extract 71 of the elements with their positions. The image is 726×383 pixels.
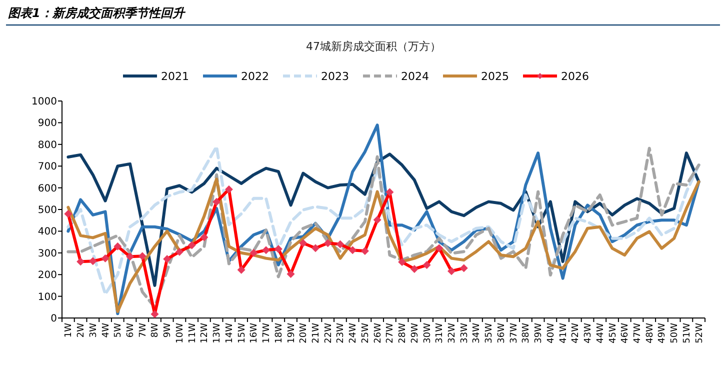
x-tick-label: 22W xyxy=(324,322,334,344)
x-tick-label: 6W xyxy=(126,322,136,338)
x-tick-label: 14W xyxy=(224,322,235,344)
x-tick-label: 16W xyxy=(250,322,260,344)
x-tick-label: 36W xyxy=(496,322,507,344)
x-tick-label: 1W xyxy=(64,322,74,338)
legend-label: 2021 xyxy=(161,70,189,83)
y-tick-label: 800 xyxy=(38,140,57,151)
x-tick-label: 46W xyxy=(620,322,631,344)
x-tick-label: 20W xyxy=(299,322,310,344)
y-tick-label: 0 xyxy=(50,314,57,324)
y-tick-label: 400 xyxy=(38,226,57,238)
x-tick-label: 48W xyxy=(645,322,656,344)
x-tick-label: 9W xyxy=(163,322,174,338)
x-tick-label: 5W xyxy=(114,322,124,338)
x-tick-label: 45W xyxy=(608,322,618,344)
x-tick-label: 25W xyxy=(360,322,371,344)
legend-label: 2022 xyxy=(241,70,269,83)
legend-label: 2026 xyxy=(561,70,589,83)
x-tick-label: 24W xyxy=(348,322,359,344)
x-tick-label: 11W xyxy=(188,322,198,344)
x-tick-label: 4W xyxy=(101,322,112,338)
x-tick-label: 31W xyxy=(435,322,446,344)
x-tick-label: 29W xyxy=(410,322,420,344)
x-tick-label: 23W xyxy=(336,322,346,344)
y-tick-label: 100 xyxy=(38,292,57,303)
x-tick-label: 35W xyxy=(484,322,495,344)
x-tick-label: 39W xyxy=(534,322,544,344)
x-tick-label: 26W xyxy=(373,322,384,344)
y-tick-label: 1000 xyxy=(32,96,57,108)
x-tick-label: 32W xyxy=(448,322,458,344)
x-tick-label: 3W xyxy=(88,322,99,338)
y-tick-label: 200 xyxy=(38,270,57,282)
x-tick-label: 10W xyxy=(175,322,186,344)
x-tick-label: 41W xyxy=(558,322,569,344)
chart-title: 图表1：新房成交面积季节性回升 xyxy=(8,6,186,20)
x-tick-label: 30W xyxy=(422,322,433,344)
y-tick-label: 900 xyxy=(38,118,57,130)
x-tick-label: 2W xyxy=(76,322,87,338)
x-tick-label: 50W xyxy=(670,322,680,344)
x-tick-label: 28W xyxy=(398,322,408,344)
x-tick-label: 37W xyxy=(509,322,520,344)
x-tick-label: 49W xyxy=(658,322,668,344)
x-tick-label: 44W xyxy=(596,322,606,344)
legend-label: 2025 xyxy=(481,70,509,83)
x-tick-label: 18W xyxy=(274,322,284,344)
x-tick-label: 17W xyxy=(262,322,272,344)
x-tick-label: 38W xyxy=(522,322,532,344)
y-tick-label: 500 xyxy=(38,205,57,216)
x-tick-label: 42W xyxy=(571,322,582,344)
x-tick-label: 52W xyxy=(694,322,705,344)
chart-subtitle: 47城新房成交面积（万方） xyxy=(306,40,441,53)
x-tick-label: 12W xyxy=(200,322,210,344)
legend-label: 2024 xyxy=(401,70,429,83)
y-tick-label: 300 xyxy=(38,248,57,260)
x-tick-label: 8W xyxy=(150,322,161,338)
x-tick-label: 34W xyxy=(472,322,482,344)
y-tick-label: 600 xyxy=(38,183,57,194)
x-tick-label: 13W xyxy=(212,322,223,344)
x-tick-label: 21W xyxy=(311,322,322,344)
x-tick-label: 19W xyxy=(286,322,297,344)
legend-label: 2023 xyxy=(321,70,349,83)
x-tick-label: 43W xyxy=(584,322,594,344)
x-tick-label: 47W xyxy=(632,322,643,344)
x-tick-label: 27W xyxy=(386,322,396,344)
x-tick-label: 15W xyxy=(237,322,248,344)
x-tick-label: 40W xyxy=(546,322,556,344)
y-tick-label: 700 xyxy=(38,162,57,173)
x-tick-label: 7W xyxy=(138,322,148,338)
x-tick-label: 33W xyxy=(460,322,470,344)
x-tick-label: 51W xyxy=(682,322,692,344)
